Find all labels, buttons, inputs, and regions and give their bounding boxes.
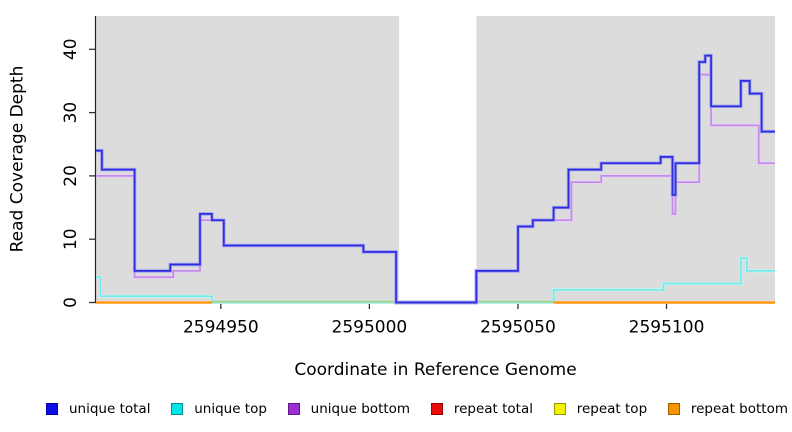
legend-label: repeat top	[576, 401, 648, 417]
series-unique-top-line	[96, 257, 775, 304]
x-tick-label: 2595050	[480, 318, 556, 338]
y-axis-title-wrap: Read Coverage Depth	[0, 0, 34, 318]
legend-swatch-icon	[287, 403, 300, 415]
legend-item-repeat-top: repeat top	[553, 401, 648, 417]
legend: unique total unique top unique bottom repea…	[46, 396, 788, 422]
legend-item-unique-top: unique top	[171, 401, 267, 417]
legend-swatch-icon	[46, 403, 58, 415]
legend-item-repeat-bottom: repeat bottom	[667, 401, 788, 417]
y-tick-label: 30	[61, 102, 81, 124]
legend-swatch-icon	[171, 403, 184, 415]
series-unique-total-line	[96, 54, 775, 304]
x-axis-title: Coordinate in Reference Genome	[294, 360, 577, 380]
legend-item-repeat-total: repeat total	[430, 401, 533, 417]
legend-label: repeat bottom	[690, 401, 788, 417]
legend-swatch-icon	[553, 403, 566, 415]
y-tick-label: 20	[61, 165, 81, 187]
legend-label: repeat total	[453, 401, 533, 417]
legend-label: unique total	[69, 401, 151, 417]
y-tick-label: 10	[61, 228, 81, 250]
legend-swatch-icon	[430, 403, 443, 415]
legend-label: unique top	[194, 401, 267, 417]
y-axis-title: Read Coverage Depth	[7, 65, 28, 253]
y-tick-label: 40	[61, 38, 81, 60]
x-tick-label: 2595000	[332, 318, 408, 338]
y-tick-label: 0	[61, 297, 81, 308]
legend-item-unique-total: unique total	[46, 401, 150, 417]
legend-swatch-icon	[667, 403, 680, 415]
x-tick-label: 2595100	[629, 318, 705, 338]
legend-label: unique bottom	[310, 401, 411, 417]
legend-item-unique-bottom: unique bottom	[287, 401, 411, 417]
masked-region	[399, 16, 477, 303]
x-tick-label: 2594950	[183, 318, 259, 338]
